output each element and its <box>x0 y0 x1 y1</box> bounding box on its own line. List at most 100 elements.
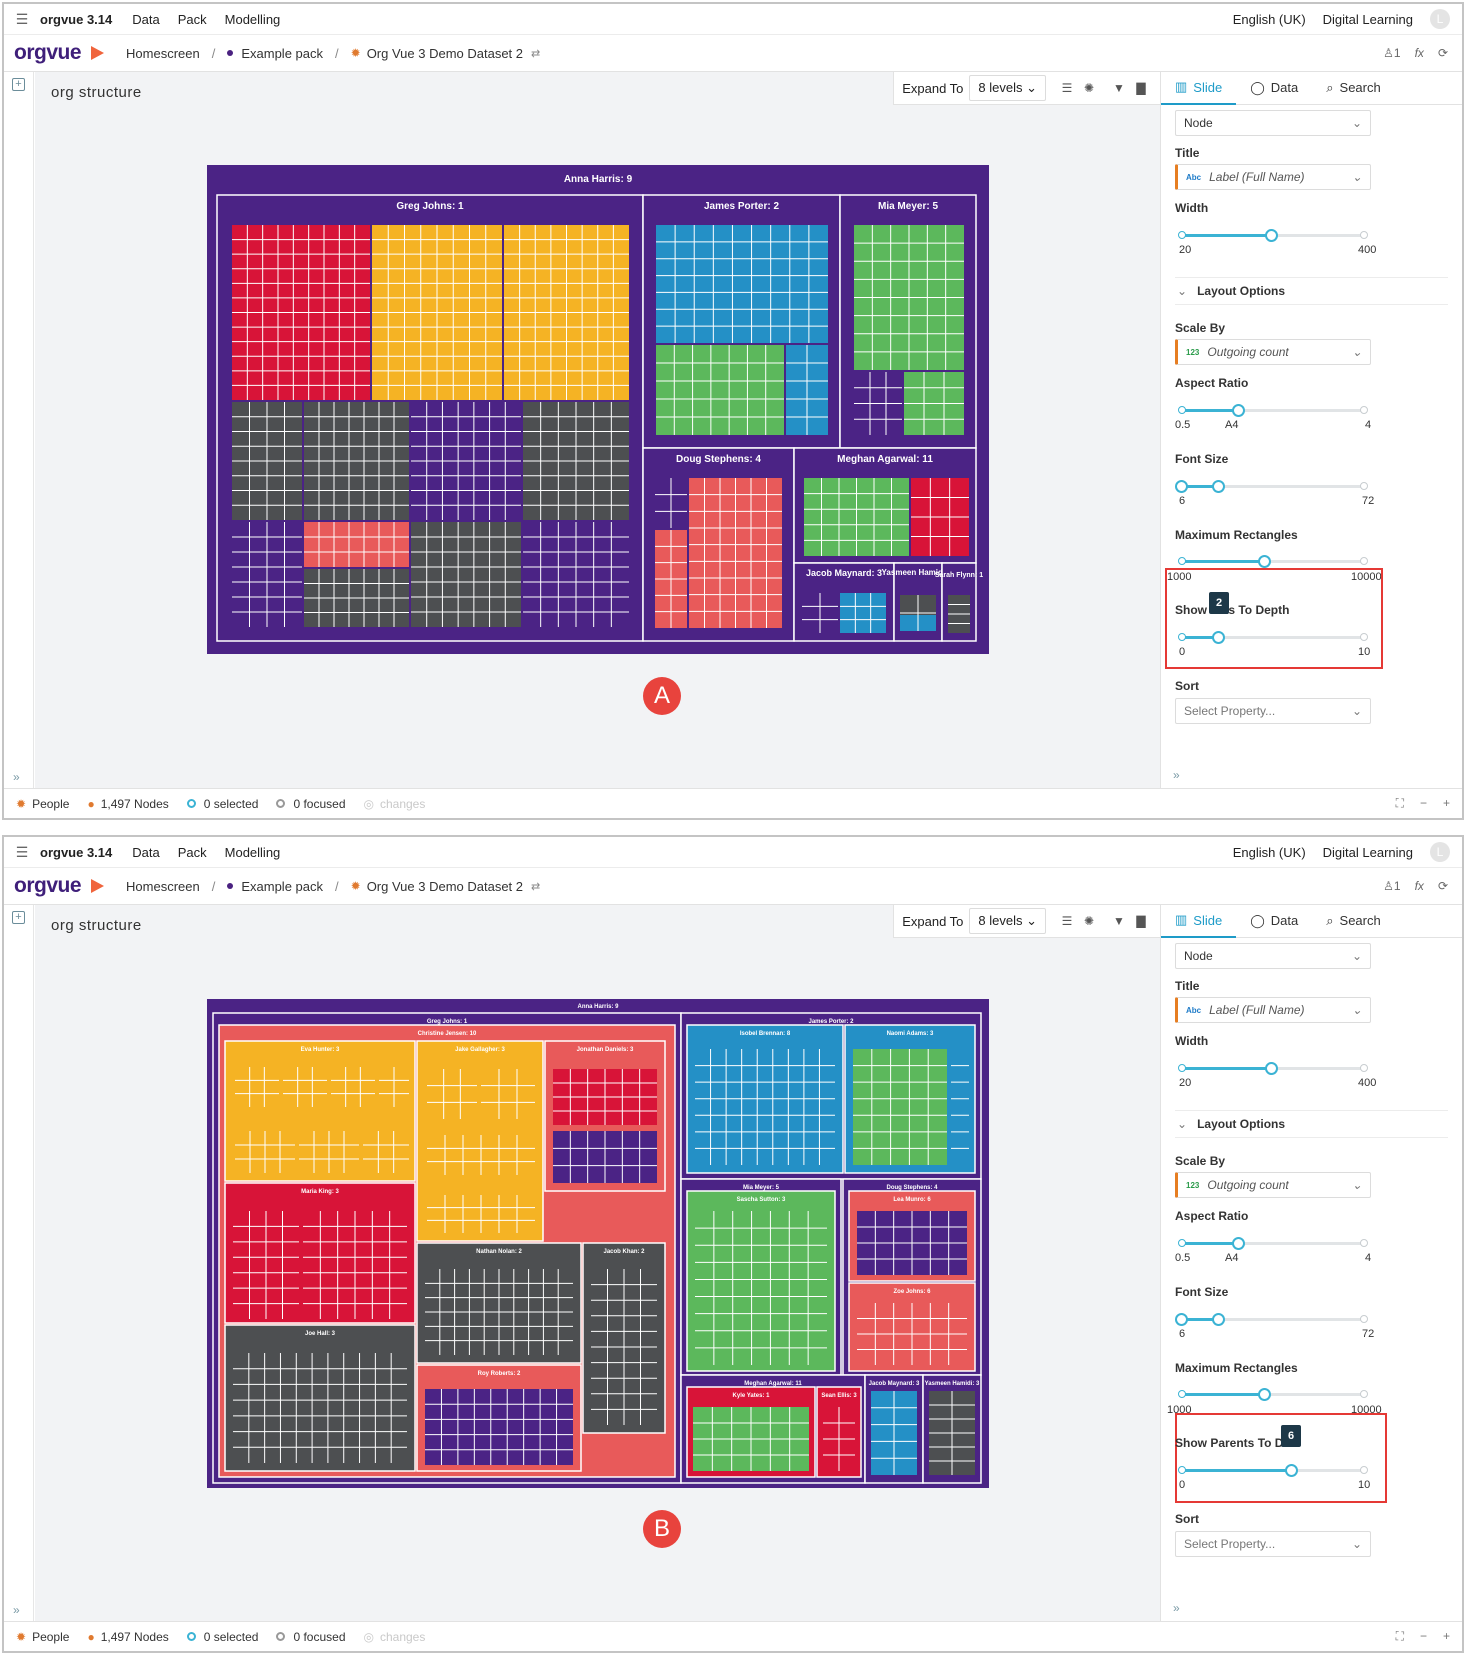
selected-status[interactable]: 0 selected <box>186 1630 258 1644</box>
node-select[interactable]: Node ⌄ <box>1175 110 1371 136</box>
zoom-out-icon[interactable]: − <box>1419 796 1427 810</box>
zoom-out-icon[interactable]: − <box>1419 1629 1427 1643</box>
focused-icon <box>276 799 286 808</box>
slide-icon: ▥ <box>1175 79 1188 94</box>
avatar[interactable]: L <box>1430 9 1450 29</box>
aspect-slider[interactable] <box>1178 1235 1368 1251</box>
add-icon[interactable]: + <box>12 78 25 91</box>
tab-data[interactable]: ◯ Data <box>1250 913 1299 928</box>
maxrect-slider[interactable] <box>1178 553 1368 569</box>
fullscreen-icon[interactable]: ⛶ <box>1395 796 1404 810</box>
refresh-icon[interactable]: ⇄ <box>531 880 541 893</box>
refresh-icon[interactable]: ⇄ <box>531 47 541 60</box>
people-status[interactable]: ✹ People <box>16 1629 70 1644</box>
maxrect-slider[interactable] <box>1178 1386 1368 1402</box>
formula-icon[interactable]: fx <box>1414 46 1424 60</box>
node-select[interactable]: Node ⌄ <box>1175 943 1371 969</box>
formula-icon[interactable]: fx <box>1414 879 1424 893</box>
width-slider[interactable] <box>1178 1060 1368 1076</box>
changes-status[interactable]: ◎ changes <box>363 796 426 811</box>
tab-slide[interactable]: ▥ Slide <box>1161 905 1237 938</box>
nodes-status[interactable]: ● 1,497 Nodes <box>87 796 169 811</box>
canvas: org structure Expand To 8 levels ⌄ ☰ ✺ ▼… <box>35 905 1160 1621</box>
layout-options-header[interactable]: ⌄ Layout Options <box>1175 1110 1448 1138</box>
title-field[interactable]: Abc Label (Full Name) ⌄ <box>1175 997 1371 1023</box>
cell-block <box>951 1049 969 1165</box>
treemap-a[interactable]: Anna Harris: 9 Greg Johns: 1 James Porter:… <box>207 165 989 654</box>
list-icon[interactable]: ☰ <box>1061 81 1073 95</box>
avatar[interactable]: L <box>1430 842 1450 862</box>
menu-data[interactable]: Data <box>132 844 160 860</box>
focused-status[interactable]: 0 focused <box>276 797 346 811</box>
menu-modelling[interactable]: Modelling <box>224 844 281 860</box>
tab-search[interactable]: ⌕ Search <box>1326 913 1381 928</box>
logo-mark-icon <box>91 46 105 60</box>
panel-expand-icon[interactable]: » <box>1173 1601 1180 1615</box>
palette-icon[interactable]: ✺ <box>1083 914 1095 928</box>
hamburger-icon[interactable]: ☰ <box>15 843 29 860</box>
nodes-status[interactable]: ● 1,497 Nodes <box>87 1629 169 1644</box>
treemap-b[interactable]: Anna Harris: 9 Greg Johns: 1 Christine Jen… <box>207 999 989 1488</box>
title-field[interactable]: Abc Label (Full Name) ⌄ <box>1175 164 1371 190</box>
breadcrumb-pack[interactable]: Example pack <box>241 45 323 61</box>
tab-slide[interactable]: ▥ Slide <box>1161 72 1237 105</box>
font-slider[interactable] <box>1175 478 1368 494</box>
menu-pack[interactable]: Pack <box>177 11 207 27</box>
sync-icon[interactable]: ⟳ <box>1437 879 1448 893</box>
sort-select[interactable]: Select Property... ⌄ <box>1175 698 1371 724</box>
add-icon[interactable]: + <box>12 911 25 924</box>
width-slider[interactable] <box>1178 227 1368 243</box>
expand-select[interactable]: 8 levels ⌄ <box>969 908 1046 934</box>
panel-expand-icon[interactable]: » <box>1173 768 1180 782</box>
aspect-slider[interactable] <box>1178 402 1368 418</box>
zoom-in-icon[interactable]: + <box>1442 1629 1450 1643</box>
digital-learning-link[interactable]: Digital Learning <box>1322 844 1413 860</box>
menu-modelling[interactable]: Modelling <box>224 11 281 27</box>
sort-select[interactable]: Select Property... ⌄ <box>1175 1531 1371 1557</box>
breadcrumb-home[interactable]: Homescreen <box>126 878 200 894</box>
users-icon[interactable]: ♙1 <box>1383 879 1401 893</box>
tab-search[interactable]: ⌕ Search <box>1326 80 1381 95</box>
language-selector[interactable]: English (UK) <box>1232 844 1306 860</box>
screenshot-a: ☰ orgvue 3.14 Data Pack Modelling Englis… <box>2 2 1464 820</box>
digital-learning-link[interactable]: Digital Learning <box>1322 11 1413 27</box>
cell-block <box>695 1211 827 1365</box>
layout-options-header[interactable]: ⌄ Layout Options <box>1175 277 1448 305</box>
scale-field[interactable]: 123 Outgoing count ⌄ <box>1175 339 1371 365</box>
menu-data[interactable]: Data <box>132 11 160 27</box>
comment-icon[interactable]: ▇ <box>1136 81 1146 95</box>
people-status[interactable]: ✹ People <box>16 796 70 811</box>
filter-icon[interactable]: ▼ <box>1113 914 1125 928</box>
node-label: Doug Stephens: 4 <box>676 454 761 465</box>
font-slider[interactable] <box>1175 1311 1368 1327</box>
changes-status[interactable]: ◎ changes <box>363 1629 426 1644</box>
language-selector[interactable]: English (UK) <box>1232 11 1306 27</box>
expand-select[interactable]: 8 levels ⌄ <box>969 75 1046 101</box>
depth-slider[interactable] <box>1178 1462 1368 1478</box>
users-icon[interactable]: ♙1 <box>1383 46 1401 60</box>
focused-status[interactable]: 0 focused <box>276 1630 346 1644</box>
menu-pack[interactable]: Pack <box>177 844 207 860</box>
expand-chevron-icon[interactable]: » <box>13 1603 20 1617</box>
breadcrumb-pack[interactable]: Example pack <box>241 878 323 894</box>
filter-icon[interactable]: ▼ <box>1113 81 1125 95</box>
tab-data[interactable]: ◯ Data <box>1250 80 1299 95</box>
sync-icon[interactable]: ⟳ <box>1437 46 1448 60</box>
breadcrumb-dataset[interactable]: Org Vue 3 Demo Dataset 2 <box>366 45 524 61</box>
node-label: Jacob Khan: 2 <box>603 1249 645 1255</box>
scale-label: Scale By <box>1175 321 1226 335</box>
breadcrumb-dataset[interactable]: Org Vue 3 Demo Dataset 2 <box>366 878 524 894</box>
zoom-in-icon[interactable]: + <box>1442 796 1450 810</box>
hamburger-icon[interactable]: ☰ <box>15 10 29 27</box>
depth-slider[interactable] <box>1178 629 1368 645</box>
comment-icon[interactable]: ▇ <box>1136 914 1146 928</box>
scale-field[interactable]: 123 Outgoing count ⌄ <box>1175 1172 1371 1198</box>
breadcrumb-home[interactable]: Homescreen <box>126 45 200 61</box>
data-icon: ◯ <box>1250 913 1265 928</box>
palette-icon[interactable]: ✺ <box>1083 81 1095 95</box>
selected-status[interactable]: 0 selected <box>186 797 258 811</box>
expand-chevron-icon[interactable]: » <box>13 770 20 784</box>
fullscreen-icon[interactable]: ⛶ <box>1395 1629 1404 1643</box>
node-label: Naomi Adams: 3 <box>887 1031 934 1037</box>
list-icon[interactable]: ☰ <box>1061 914 1073 928</box>
